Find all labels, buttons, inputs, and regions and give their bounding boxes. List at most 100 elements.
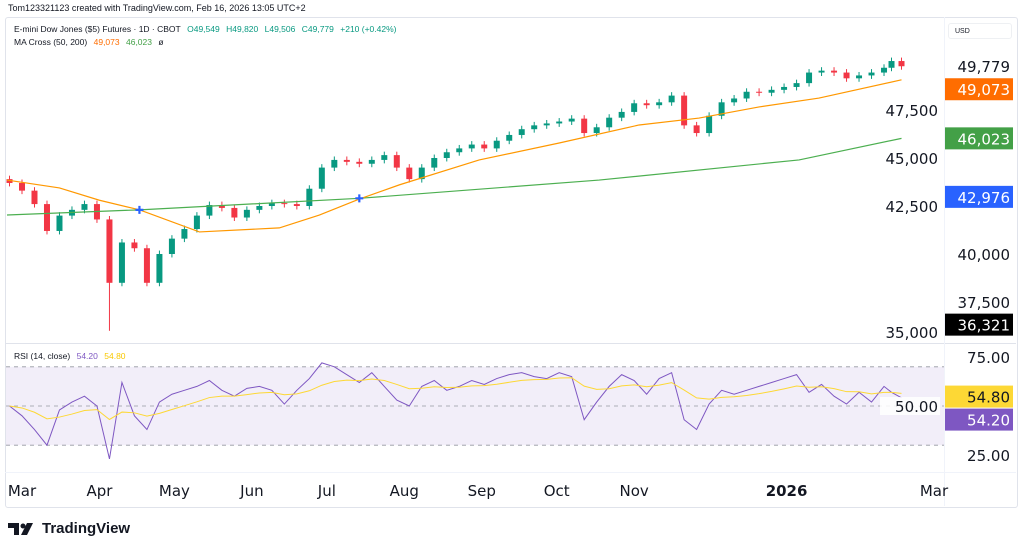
- rsi-price-label: 54.80: [967, 389, 1010, 407]
- price-label-bg: [945, 78, 1013, 101]
- rsi-line: [9, 362, 902, 460]
- candle-body: [856, 75, 863, 79]
- time-tick-label: Jul: [317, 482, 336, 500]
- candle-body: [256, 206, 263, 210]
- candle-body: [431, 158, 438, 168]
- candle-body: [243, 209, 250, 218]
- candle-body: [681, 95, 688, 126]
- candle-body: [831, 70, 838, 73]
- candle-body: [43, 204, 50, 231]
- candle-body: [81, 204, 88, 210]
- candle-body: [343, 159, 350, 162]
- candles: [6, 57, 905, 331]
- ma-cross-marker: [355, 194, 364, 203]
- candle-body: [881, 67, 888, 73]
- candle-body: [568, 118, 575, 122]
- rsi-band: [6, 366, 944, 446]
- rsi-tick-label: 50.00: [895, 398, 938, 416]
- change-value: +210 (+0.42%): [340, 24, 397, 34]
- time-tick-label: May: [159, 482, 190, 500]
- candle-body: [218, 205, 225, 208]
- candle-body: [843, 72, 850, 79]
- candle-body: [593, 127, 600, 134]
- candle-body: [56, 215, 63, 231]
- price-tick-label: 37,500: [958, 294, 1011, 312]
- candle-body: [481, 144, 488, 149]
- price-label: 46,023: [958, 130, 1011, 148]
- candle-body: [898, 61, 905, 67]
- candle-body: [556, 121, 563, 124]
- price-label-bg: [945, 185, 1013, 208]
- time-tick-label: Mar: [920, 482, 949, 500]
- symbol-legend[interactable]: E-mini Dow Jones ($5) Futures · 1D · CBO…: [14, 24, 400, 34]
- candle-body: [543, 123, 550, 126]
- candle-body: [793, 83, 800, 87]
- price-tick-label-bg: [880, 149, 940, 167]
- candle-body: [768, 89, 775, 93]
- rsi-legend[interactable]: RSI (14, close) 54.20 54.80: [14, 351, 130, 361]
- close-value: C49,779: [301, 24, 334, 34]
- data-window-icon[interactable]: ø: [158, 37, 164, 47]
- time-tick-label: Oct: [544, 482, 570, 500]
- candle-body: [206, 205, 213, 216]
- ma-slow-value: 46,023: [125, 37, 152, 47]
- time-tick-label: Mar: [8, 482, 37, 500]
- candle-body: [293, 204, 300, 206]
- candle-body: [743, 91, 750, 99]
- candle-body: [606, 117, 613, 128]
- ma-legend[interactable]: MA Cross (50, 200) 49,073 46,023 ø: [14, 37, 168, 47]
- price-label-bg: [945, 127, 1013, 150]
- rsi-tick-label: 25.00: [967, 447, 1010, 465]
- candle-body: [706, 115, 713, 134]
- candle-body: [143, 248, 150, 283]
- currency-button[interactable]: USD: [948, 23, 1012, 39]
- price-tick-label-bg: [880, 323, 940, 341]
- open-value: O49,549: [187, 24, 220, 34]
- candle-body: [131, 242, 138, 249]
- time-tick-label: Nov: [620, 482, 649, 500]
- candle-body: [181, 229, 188, 239]
- tradingview-logo-icon: [8, 522, 33, 535]
- candle-body: [518, 129, 525, 135]
- candle-body: [406, 167, 413, 180]
- candle-body: [331, 159, 338, 168]
- candle-body: [443, 152, 450, 158]
- tradingview-logo: TradingView: [8, 520, 130, 537]
- price-label: 36,321: [958, 317, 1011, 335]
- candle-body: [693, 125, 700, 134]
- candle-body: [506, 134, 513, 141]
- candle-body: [756, 91, 763, 93]
- price-tick-label: 45,000: [886, 150, 939, 168]
- candle-body: [281, 203, 288, 205]
- low-value: L49,506: [264, 24, 296, 34]
- price-label-bg: [945, 313, 1013, 336]
- candle-body: [368, 159, 375, 164]
- time-tick-label: Apr: [86, 482, 113, 500]
- candle-body: [19, 182, 25, 191]
- candle-body: [631, 103, 638, 112]
- price-label: 42,976: [958, 189, 1011, 207]
- rsi-price-label-bg: [945, 408, 1013, 431]
- rsi-tick-label-bg: [880, 397, 940, 415]
- rsi-ma-line: [9, 377, 902, 421]
- candle-body: [306, 188, 313, 206]
- candle-body: [381, 155, 388, 160]
- candle-body: [168, 238, 175, 254]
- price-label: 49,073: [958, 81, 1011, 99]
- candle-body: [31, 190, 38, 205]
- candle-body: [193, 215, 200, 230]
- price-tick-label: 40,000: [958, 246, 1011, 264]
- candle-body: [118, 242, 125, 283]
- rsi-ma-value: 54.80: [104, 351, 126, 361]
- candle-body: [356, 161, 363, 164]
- candle-body: [418, 167, 425, 180]
- price-tick-label: 42,500: [886, 198, 939, 216]
- candle-body: [718, 102, 725, 116]
- candle-body: [268, 203, 275, 206]
- price-tick-label: 47,500: [886, 102, 939, 120]
- ma-fast-value: 49,073: [93, 37, 120, 47]
- candle-body: [493, 140, 500, 149]
- candle-body: [156, 254, 163, 283]
- chart-frame: [5, 17, 1018, 508]
